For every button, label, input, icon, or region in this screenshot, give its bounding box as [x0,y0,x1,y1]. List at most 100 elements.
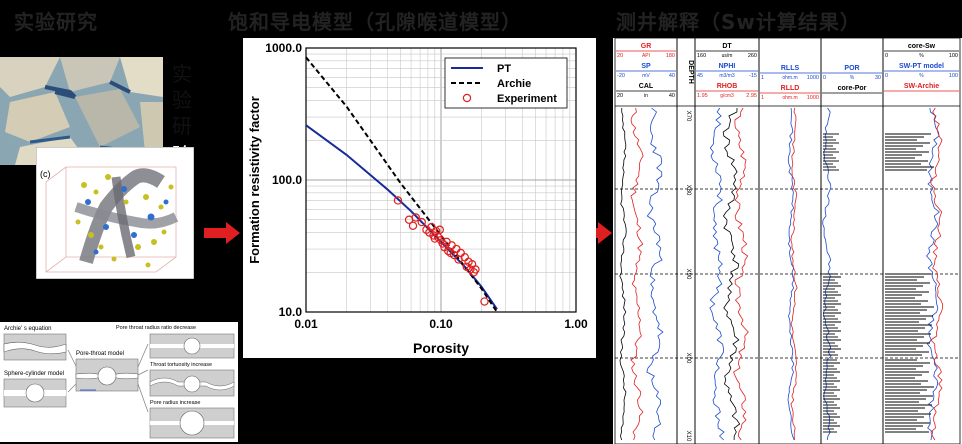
chart-series [305,56,498,313]
label-radius-ratio: Pore throat radius ratio decrease [116,325,196,331]
curve-min: 1 [761,75,764,81]
log-curve [619,107,627,441]
depth-tick: X70 [685,111,691,122]
y-axis-label: Formation resistivity factor [247,96,262,264]
curve-unit: mV [642,73,650,79]
header-model: 饱和导电模型（孔隙喉道模型） [228,10,522,34]
depth-tick: X80 [685,185,691,196]
curve-max: 100 [949,53,958,59]
curve-unit: ohm.m [782,95,797,101]
curve-min: 20 [617,53,623,59]
x-tick-label: 0.10 [429,317,453,331]
x-tick-label: 0.01 [294,317,318,331]
curve-min: -20 [617,73,625,79]
curve-max: 30 [875,75,881,81]
pore-model-diagram: Pore throat radius ratio decrease Archie… [0,322,238,442]
curve-unit: % [850,75,855,81]
curve-unit: API [642,53,650,59]
curve-max: 40 [669,93,675,99]
legend-label: PT [497,63,511,75]
curve-name: RLLD [781,85,800,92]
legend-label: Experiment [497,93,557,105]
experiment-point [480,297,489,306]
curve-unit: m3/m3 [719,73,735,79]
y-tick-label: 1000.0 [265,41,302,55]
log-curve [709,107,725,441]
arrow-right-1 [204,222,240,244]
curve-name: RLLS [781,65,800,72]
header-experiment: 实验研究 [14,10,98,34]
curve-min: 20 [617,93,623,99]
curve-unit: g/cm3 [720,93,734,99]
label-pore-radius: Pore radius increase [150,400,200,406]
curve-max: 1000 [807,95,819,101]
curve-max: 180 [666,53,675,59]
side-char-1: 实 [172,62,192,86]
curve-max: -15 [749,73,757,79]
left-panel: 实 验 研 验 (c) 理论模型 Pore throat radius rati… [0,0,240,444]
experiment-point [431,226,441,236]
curve-name: SP [641,63,651,70]
curve-name: DT [722,43,732,50]
header-log: 测井解释（Sw计算结果） [616,10,861,34]
curve-max: 260 [748,53,757,59]
curve-name: core-Sw [908,43,936,50]
curve-name: core-Por [838,85,867,92]
label-pore-throat: Pore-throat model [76,351,124,357]
curve-max: 100 [949,73,958,79]
log-curve [930,107,944,441]
x-axis-label: Porosity [413,340,469,356]
micro-ct-image: (c) [36,147,194,279]
log-curve [733,107,749,441]
curve-min: 0 [885,73,888,79]
curve-min: 1.95 [697,93,708,99]
log-curve [646,107,664,441]
curve-min: 160 [697,53,706,59]
y-tick-label: 10.0 [279,305,303,319]
side-char-2: 验 [172,88,192,112]
log-curve [926,107,940,441]
curve-max: 1000 [807,75,819,81]
micro-ct-label: (c) [40,169,51,179]
log-curve [722,107,741,441]
experiment-point [422,225,431,234]
curve-name: GR [641,43,652,50]
curve-name: RHOB [717,83,738,90]
y-tick-label: 100.0 [272,173,302,187]
resistivity-chart: 0.01 0.10 1.00 10.0 100.0 1000.0 Porosity For… [243,38,596,358]
curve-min: 0 [823,75,826,81]
curve-min: 1 [761,95,764,101]
depth-label: DEPTH [687,60,694,84]
curve-name: POR [844,65,859,72]
curve-max: 40 [669,73,675,79]
curve-name: CAL [639,83,654,90]
log-curve [630,107,644,441]
curve-min: 0 [885,53,888,59]
log-curve [790,107,798,441]
log-curve [787,107,795,441]
curve-unit: ohm.m [782,75,797,81]
curve-min: 45 [697,73,703,79]
x-tick-label: 1.00 [564,317,588,331]
experiment-point [393,196,403,205]
experiment-point [417,217,426,227]
side-char-3: 研 [172,114,192,138]
legend-label: Archie [497,78,531,90]
track-border [882,38,961,444]
curve-name: SW-Archie [904,83,939,90]
axis-ticks: 0.01 0.10 1.00 10.0 100.0 1000.0 [265,41,588,331]
legend-marker [462,93,472,103]
chart-legend: PT Archie Experiment [444,57,568,109]
label-archie: Archie' s equation [4,326,52,332]
depth-tick: X10 [685,431,691,442]
experiment-point [435,225,445,234]
curve-unit: % [919,53,924,59]
experiment-point [411,213,420,222]
plot-frame [305,47,577,313]
curve-name: NPHI [719,63,736,70]
experiment-point [408,221,418,230]
experiment-point [471,265,480,274]
curve-unit: % [919,73,924,79]
curve-max: 2.95 [746,93,757,99]
